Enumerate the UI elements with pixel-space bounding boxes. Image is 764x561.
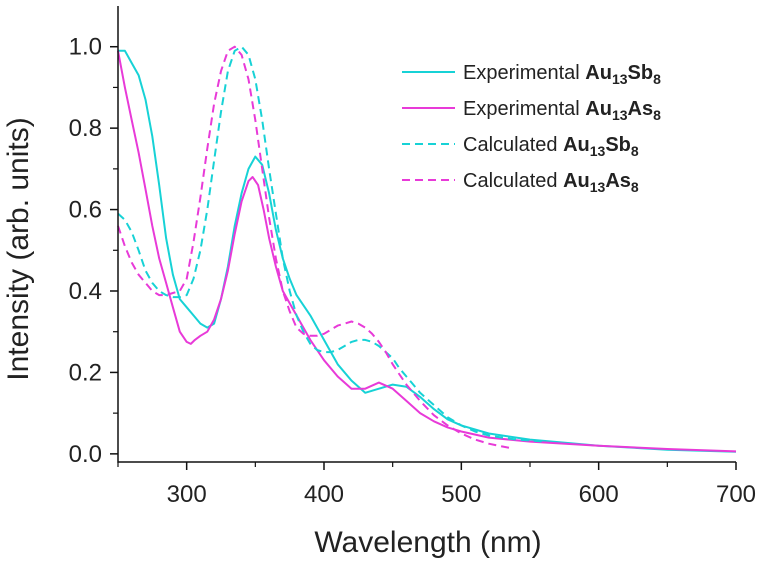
legend-entry-3: Calculated Au13​Sb8​ (402, 134, 639, 159)
legend-label: Calculated Au13​Sb8​ (463, 134, 639, 159)
legend-label: Calculated Au13​As8​ (463, 170, 639, 195)
legend-label: Experimental Au13​As8​ (463, 98, 661, 123)
y-tick-label-1: 0.2 (69, 359, 102, 386)
y-tick-label-2: 0.4 (69, 278, 102, 305)
axis-ticks: 300 400 500 600 700 0.0 0.2 0.4 0.6 0.8 1.0 (69, 34, 756, 508)
legend-entry-1: Experimental Au13​Sb8​ (402, 62, 661, 87)
series-curves (117, 45, 737, 453)
x-tick-label-700: 700 (716, 481, 756, 508)
x-tick-label-400: 400 (304, 481, 344, 508)
y-axis-title: Intensity (arb. units) (2, 117, 35, 380)
x-tick-label-500: 500 (441, 481, 481, 508)
x-tick-label-300: 300 (167, 481, 207, 508)
y-tick-label-5: 1.0 (69, 34, 102, 61)
y-tick-label-0: 0.0 (69, 441, 102, 468)
legend-label: Experimental Au13​Sb8​ (463, 62, 661, 87)
legend-entry-4: Calculated Au13​As8​ (402, 170, 639, 195)
legend: Experimental Au13​Sb8​ Experimental Au13​… (402, 62, 661, 195)
x-axis-title: Wavelength (nm) (314, 526, 541, 559)
series-line-1 (118, 49, 737, 453)
series-line-2 (117, 50, 737, 453)
series-line-4 (117, 45, 510, 449)
series-line-3 (117, 45, 544, 443)
legend-entry-2: Experimental Au13​As8​ (402, 98, 661, 123)
y-tick-label-4: 0.8 (69, 115, 102, 142)
x-tick-label-600: 600 (579, 481, 619, 508)
y-tick-label-3: 0.6 (69, 197, 102, 224)
